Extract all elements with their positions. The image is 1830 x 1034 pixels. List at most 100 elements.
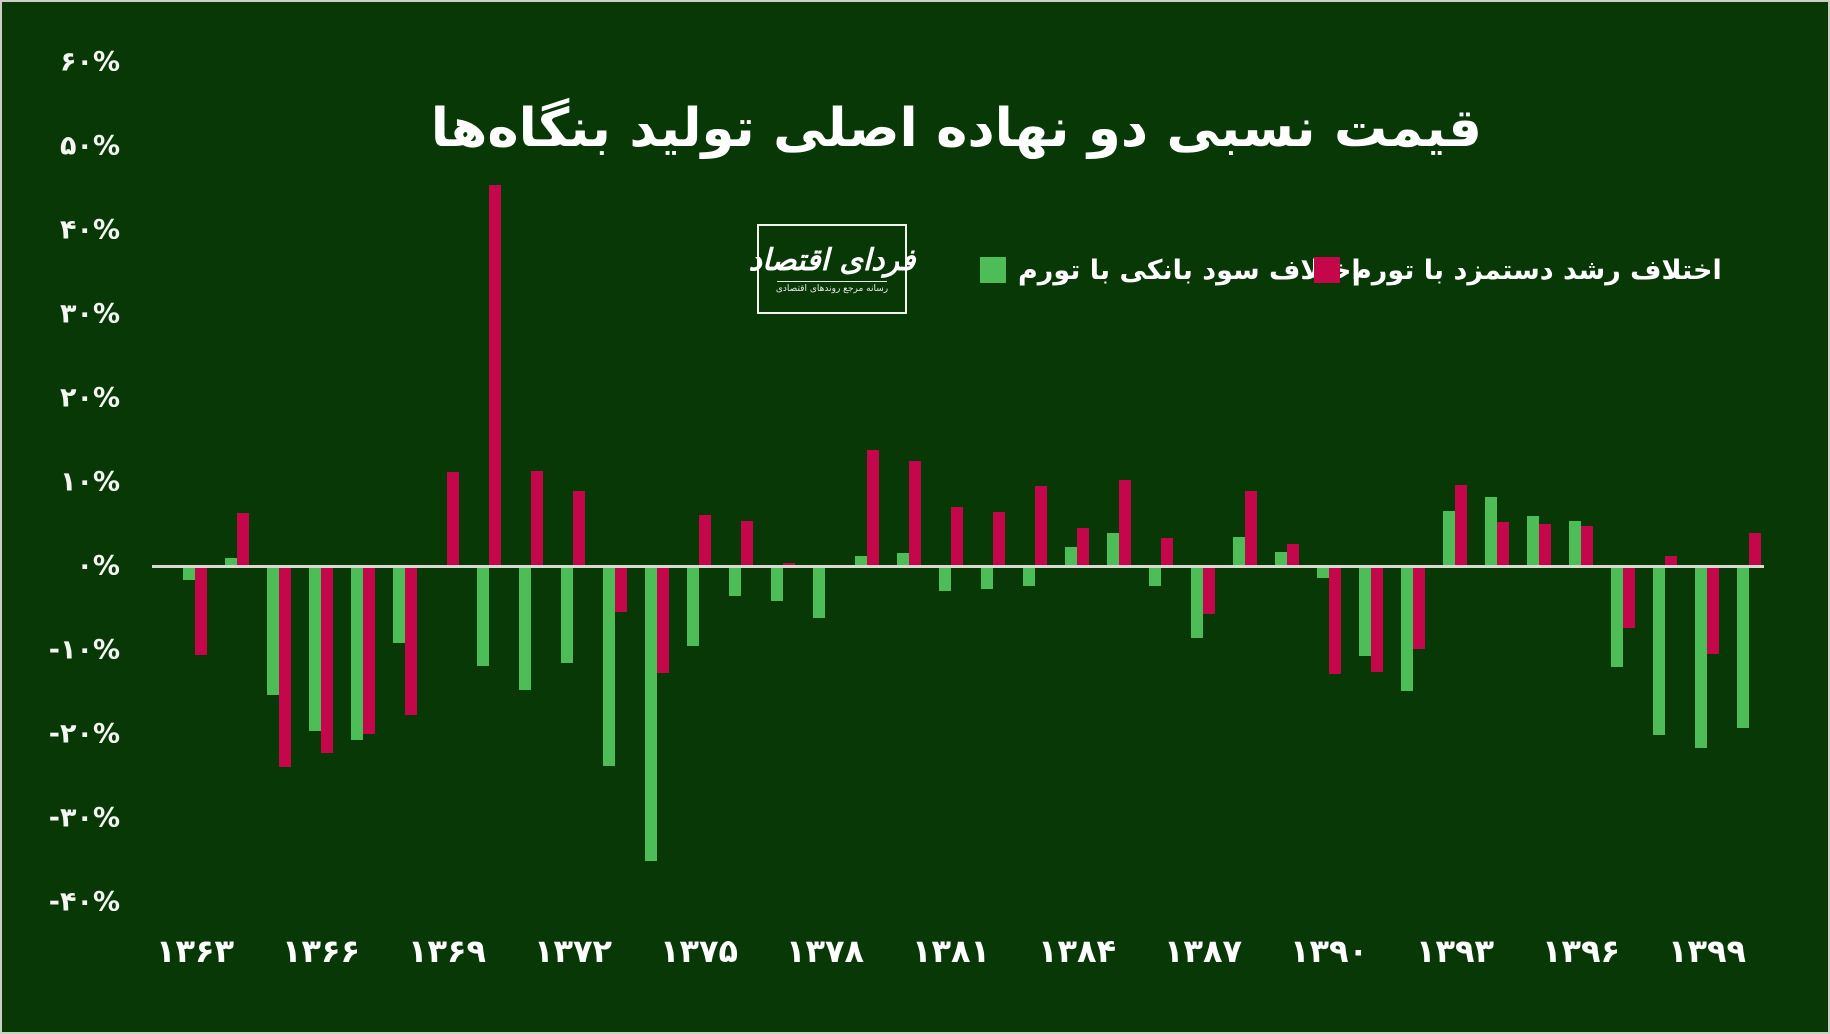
bar-red-1381 — [951, 507, 963, 566]
legend-label-wage-growth: اختلاف رشد دستمزد با تورم — [1352, 254, 1722, 286]
y-tick-60: ۶۰% — [59, 46, 120, 78]
bar-green-1389 — [1275, 551, 1287, 566]
bar-green-1375 — [687, 567, 699, 646]
bar-red-1364 — [237, 513, 249, 566]
y-tick-40: ۴۰% — [59, 214, 120, 246]
bar-red-1393 — [1455, 484, 1467, 566]
bar-green-1368 — [393, 567, 405, 643]
bar-green-1365 — [267, 567, 279, 695]
y-tick-0: ۰% — [76, 550, 120, 582]
bar-red-1373 — [615, 567, 627, 612]
bar-red-1394 — [1497, 522, 1509, 566]
bar-red-1375 — [699, 514, 711, 566]
zero-axis-line — [152, 565, 1764, 568]
logo-divider — [777, 281, 887, 282]
bar-green-1363 — [183, 567, 195, 581]
bar-green-1370 — [477, 567, 489, 667]
bar-red-1374 — [657, 567, 669, 673]
bar-red-1395 — [1539, 524, 1551, 566]
bar-green-1392 — [1401, 567, 1413, 692]
bar-red-1367 — [363, 567, 375, 735]
bar-green-1367 — [351, 567, 363, 741]
bar-red-1371 — [531, 471, 543, 566]
bar-green-1379 — [855, 555, 867, 566]
bar-green-1386 — [1149, 567, 1161, 587]
bar-green-1382 — [981, 567, 993, 589]
x-tick-1378: ۱۳۷۸ — [785, 932, 865, 970]
bar-green-1396 — [1569, 520, 1581, 566]
bar-red-1365 — [279, 567, 291, 767]
y-tick--30: -۳۰% — [48, 802, 120, 834]
x-tick-1390: ۱۳۹۰ — [1289, 932, 1369, 970]
bar-red-1399 — [1707, 567, 1719, 655]
bar-green-1388 — [1233, 536, 1245, 566]
bar-green-1385 — [1107, 533, 1119, 566]
publisher-logo: فردای اقتصاد رسانه مرجع روندهای اقتصادی — [749, 224, 915, 314]
y-tick-30: ۳۰% — [59, 298, 120, 330]
x-tick-1369: ۱۳۶۹ — [407, 932, 487, 970]
bar-green-1390 — [1317, 567, 1329, 578]
x-tick-1396: ۱۳۹۶ — [1541, 932, 1621, 970]
y-tick--40: -۴۰% — [48, 886, 120, 918]
x-tick-1363: ۱۳۶۳ — [155, 932, 235, 970]
x-tick-1372: ۱۳۷۲ — [533, 932, 613, 970]
publisher-logo-name: فردای اقتصاد — [748, 243, 916, 278]
legend-label-bank-interest: اختلاف سود بانکی با تورم — [1018, 254, 1361, 286]
y-tick--10: -۱۰% — [48, 634, 120, 666]
bar-red-1383 — [1035, 486, 1047, 566]
bar-red-1391 — [1371, 567, 1383, 672]
bar-green-1373 — [603, 567, 615, 767]
bar-red-1379 — [867, 450, 879, 566]
bar-green-1374 — [645, 567, 657, 861]
bar-green-1400 — [1737, 567, 1749, 729]
chart-title: قیمت نسبی دو نهاده اصلی تولید بنگاه‌ها — [430, 98, 1482, 159]
bar-red-1389 — [1287, 544, 1299, 566]
bar-red-1370 — [489, 184, 501, 566]
bar-green-1394 — [1485, 497, 1497, 566]
bar-green-1371 — [519, 567, 531, 690]
bar-green-1372 — [561, 567, 573, 663]
bar-red-1385 — [1119, 480, 1131, 566]
bar-green-1391 — [1359, 567, 1371, 657]
legend-swatch-green — [980, 257, 1006, 283]
bar-red-1369 — [447, 471, 459, 566]
bar-green-1398 — [1653, 567, 1665, 735]
bar-green-1366 — [309, 567, 321, 731]
bar-green-1381 — [939, 567, 951, 592]
bar-green-1399 — [1695, 567, 1707, 749]
legend-item-wage-growth: اختلاف رشد دستمزد با تورم — [1314, 254, 1722, 286]
bar-red-1396 — [1581, 525, 1593, 566]
bar-green-1383 — [1023, 567, 1035, 587]
bar-green-1364 — [225, 557, 237, 566]
y-tick-50: ۵۰% — [59, 130, 120, 162]
x-tick-1399: ۱۳۹۹ — [1667, 932, 1747, 970]
bar-red-1387 — [1203, 567, 1215, 615]
x-tick-1384: ۱۳۸۴ — [1037, 932, 1117, 970]
bar-green-1387 — [1191, 567, 1203, 638]
bar-red-1386 — [1161, 538, 1173, 566]
bar-red-1392 — [1413, 567, 1425, 650]
bar-green-1395 — [1527, 515, 1539, 566]
x-tick-1381: ۱۳۸۱ — [911, 932, 991, 970]
bar-red-1376 — [741, 521, 753, 566]
bar-red-1384 — [1077, 528, 1089, 566]
x-tick-1387: ۱۳۸۷ — [1163, 932, 1243, 970]
x-tick-1393: ۱۳۹۳ — [1415, 932, 1495, 970]
bar-red-1397 — [1623, 567, 1635, 629]
x-tick-1366: ۱۳۶۶ — [281, 932, 361, 970]
bar-red-1363 — [195, 567, 207, 656]
bar-green-1376 — [729, 567, 741, 597]
bar-red-1380 — [909, 461, 921, 566]
bar-red-1372 — [573, 491, 585, 566]
bar-green-1397 — [1611, 567, 1623, 667]
publisher-logo-tagline: رسانه مرجع روندهای اقتصادی — [775, 284, 889, 294]
bar-green-1393 — [1443, 510, 1455, 566]
legend-item-bank-interest: اختلاف سود بانکی با تورم — [980, 254, 1361, 286]
y-tick-20: ۲۰% — [59, 382, 120, 414]
y-tick--20: -۲۰% — [48, 718, 120, 750]
bar-green-1384 — [1065, 546, 1077, 566]
bar-red-1377 — [783, 563, 795, 566]
bar-red-1388 — [1245, 491, 1257, 566]
bar-red-1368 — [405, 567, 417, 715]
